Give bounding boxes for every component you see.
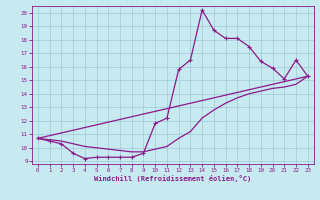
X-axis label: Windchill (Refroidissement éolien,°C): Windchill (Refroidissement éolien,°C): [94, 175, 252, 182]
